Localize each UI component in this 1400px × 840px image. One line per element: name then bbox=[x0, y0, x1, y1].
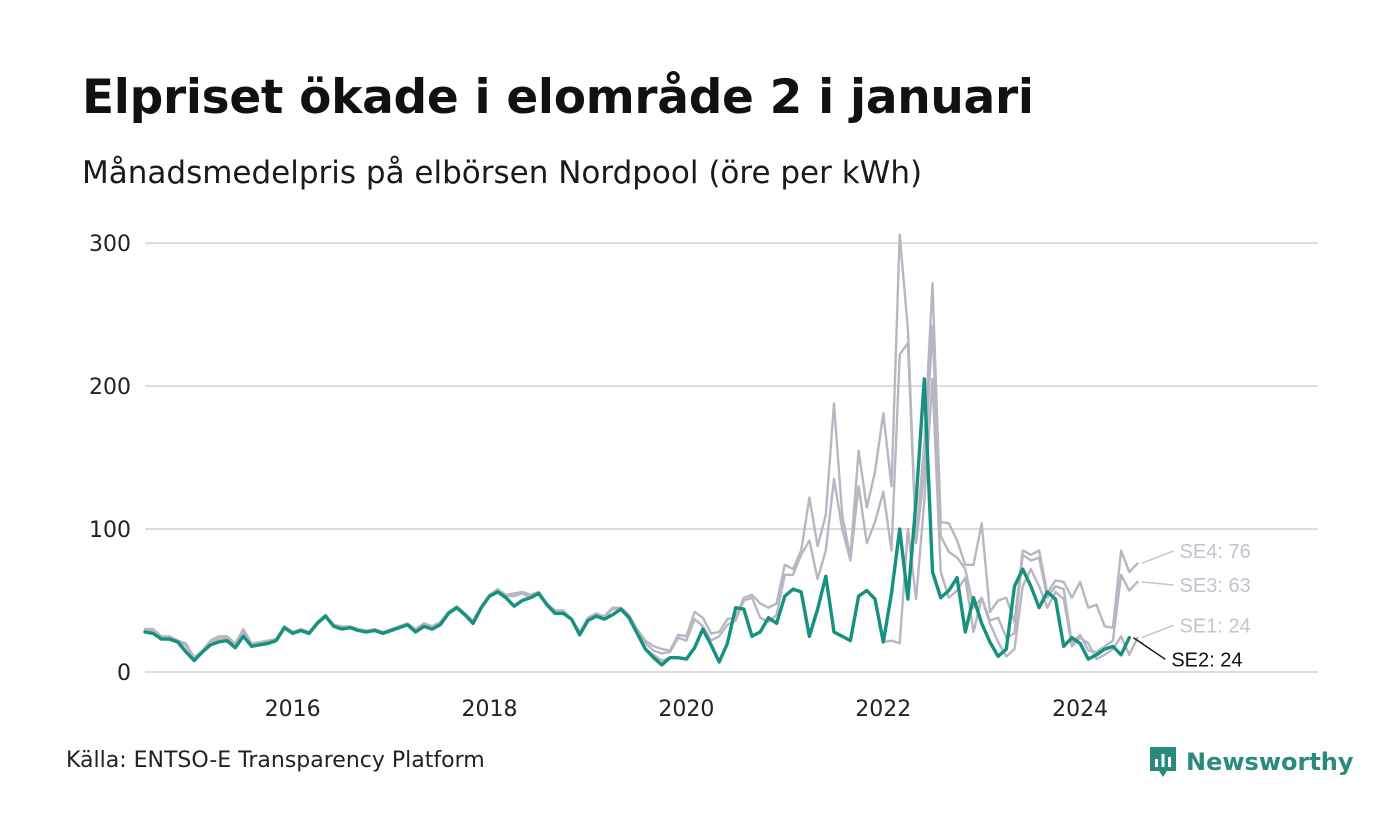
x-tick-label: 2022 bbox=[855, 697, 911, 722]
end-label-se2: SE2: 24 bbox=[1171, 649, 1242, 671]
grid-lines bbox=[145, 242, 1318, 673]
series-line-se2 bbox=[143, 377, 1132, 667]
label-connector bbox=[1141, 550, 1174, 565]
label-connector bbox=[1141, 581, 1174, 586]
y-tick-label: 200 bbox=[89, 375, 131, 400]
x-tick-label: 2016 bbox=[265, 697, 321, 722]
x-tick-label: 2020 bbox=[658, 697, 714, 722]
y-tick-label: 100 bbox=[89, 518, 131, 543]
series-lines bbox=[143, 233, 1139, 667]
label-connector bbox=[1141, 624, 1174, 639]
chart-title: Elpriset ökade i elområde 2 i januari bbox=[82, 70, 1034, 125]
end-label-se3: SE3: 63 bbox=[1180, 575, 1251, 597]
y-tick-label: 0 bbox=[117, 661, 131, 686]
series-line-se1 bbox=[143, 377, 1139, 664]
brand-logo: Newsworthy bbox=[1148, 742, 1354, 782]
end-label-se4: SE4: 76 bbox=[1180, 541, 1251, 563]
y-axis-ticks: 0 100 200 300 bbox=[89, 232, 131, 686]
x-tick-label: 2024 bbox=[1052, 697, 1108, 722]
newsworthy-logo-icon bbox=[1150, 747, 1176, 777]
y-tick-label: 300 bbox=[89, 232, 131, 257]
chart-subtitle: Månadsmedelpris på elbörsen Nordpool (ör… bbox=[82, 155, 923, 191]
brand-name: Newsworthy bbox=[1186, 748, 1354, 776]
x-axis-ticks: 2016 2018 2020 2022 2024 bbox=[265, 697, 1108, 722]
source-note: Källa: ENTSO-E Transparency Platform bbox=[66, 748, 485, 773]
end-labels: SE4: 76 SE3: 63 SE1: 24 SE2: 24 bbox=[1132, 541, 1251, 671]
x-tick-label: 2018 bbox=[462, 697, 518, 722]
series-line-se4 bbox=[143, 233, 1139, 659]
label-connector bbox=[1132, 637, 1166, 660]
end-label-se1: SE1: 24 bbox=[1180, 615, 1251, 637]
